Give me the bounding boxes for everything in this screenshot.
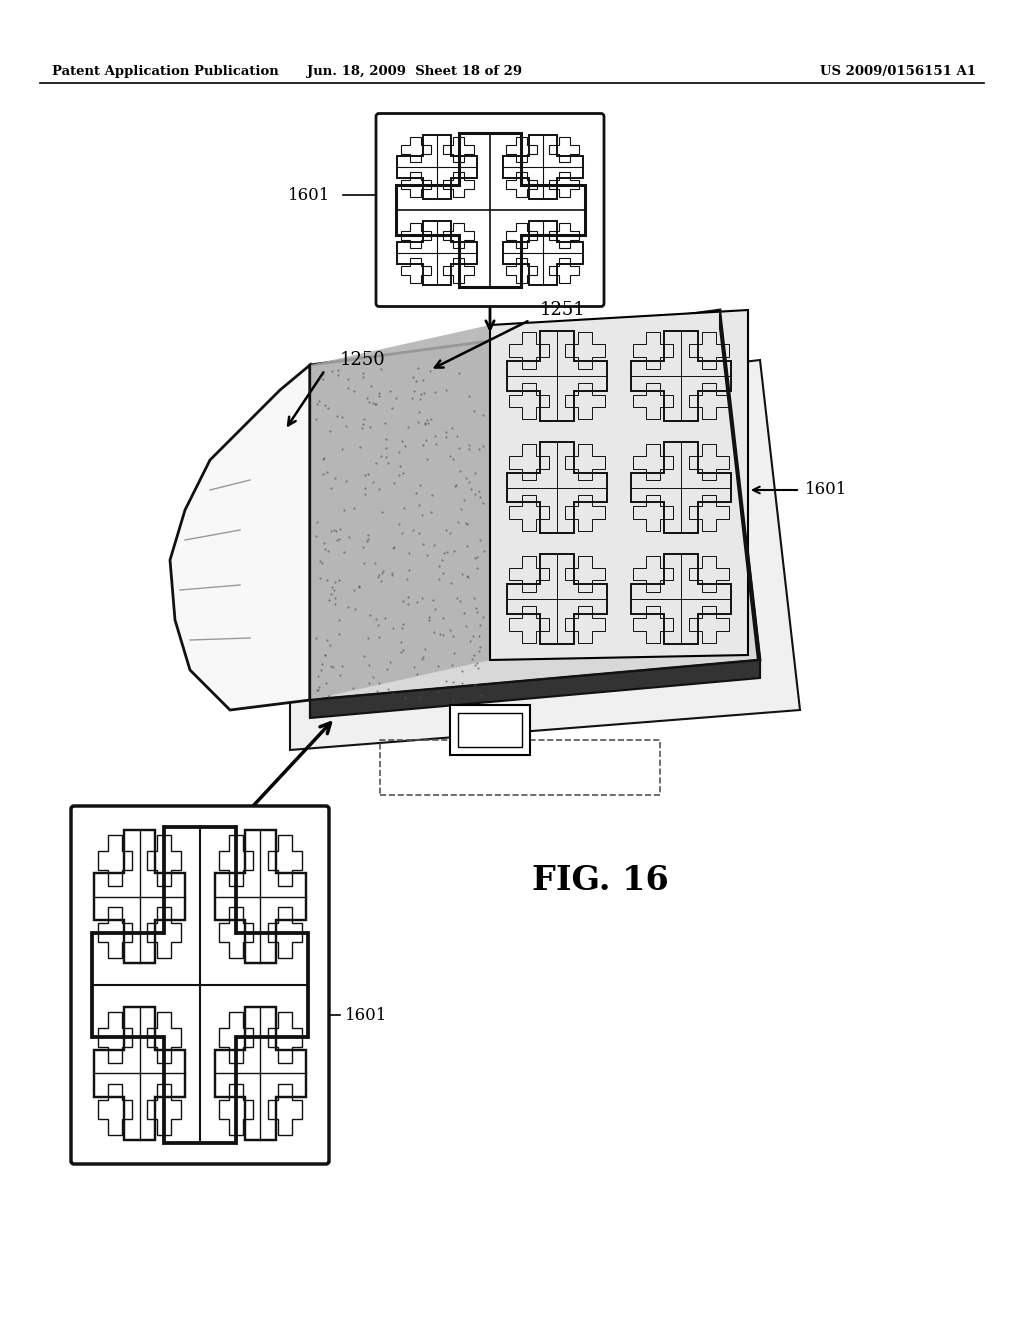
Text: FIG. 16: FIG. 16 — [531, 863, 669, 896]
Text: 1601: 1601 — [288, 186, 331, 203]
Polygon shape — [720, 310, 760, 678]
Bar — [380, 741, 660, 795]
Polygon shape — [490, 310, 748, 660]
Text: US 2009/0156151 A1: US 2009/0156151 A1 — [820, 66, 976, 78]
Text: 1251: 1251 — [540, 301, 586, 319]
Text: 1601: 1601 — [805, 482, 848, 499]
Bar — [458, 713, 522, 747]
Text: 1601: 1601 — [345, 1006, 387, 1023]
Bar — [450, 705, 530, 755]
Text: Jun. 18, 2009  Sheet 18 of 29: Jun. 18, 2009 Sheet 18 of 29 — [307, 66, 522, 78]
Text: Patent Application Publication: Patent Application Publication — [52, 66, 279, 78]
Polygon shape — [310, 325, 490, 700]
Polygon shape — [170, 366, 310, 710]
Polygon shape — [310, 310, 760, 700]
Text: 1250: 1250 — [340, 351, 386, 370]
FancyBboxPatch shape — [376, 114, 604, 306]
Polygon shape — [310, 660, 760, 718]
Polygon shape — [290, 360, 800, 750]
FancyBboxPatch shape — [71, 807, 329, 1164]
